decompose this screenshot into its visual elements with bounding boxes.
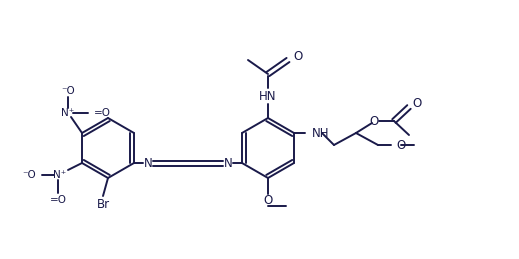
Text: NH: NH [312,126,330,140]
Text: O: O [396,139,405,152]
Text: O: O [370,114,378,127]
Text: =O: =O [49,195,66,205]
Text: N⁺: N⁺ [53,170,66,180]
Text: HN: HN [260,90,277,103]
Text: ⁻O: ⁻O [61,86,75,96]
Text: ⁻O: ⁻O [22,170,36,180]
Text: O: O [263,193,272,206]
Text: O: O [293,49,302,62]
Text: N: N [224,156,233,169]
Text: Br: Br [97,198,110,211]
Text: =O: =O [94,108,111,118]
Text: O: O [412,97,421,110]
Text: N⁺: N⁺ [61,108,75,118]
Text: N: N [144,156,153,169]
